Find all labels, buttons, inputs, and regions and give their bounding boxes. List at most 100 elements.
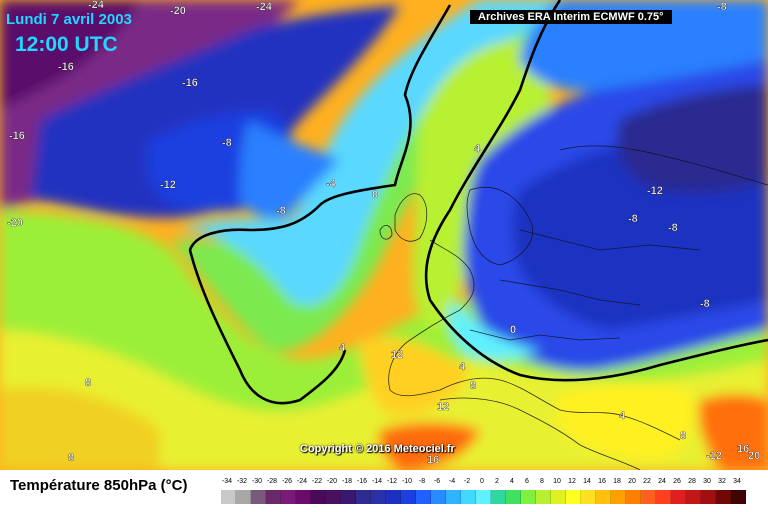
isotherm-label: -20 bbox=[170, 5, 186, 17]
isotherm-label: 4 bbox=[339, 342, 346, 354]
scale-tick-label: -6 bbox=[433, 478, 441, 485]
scale-tick-label: -10 bbox=[401, 478, 413, 485]
scale-tick-label: -28 bbox=[266, 478, 278, 485]
temperature-map: -24 -20 -24 -8 -16 -16 -16 -20 -8 -12 -4 0 4 -8 -12 -8 -… bbox=[0, 0, 768, 470]
copyright-text: Copyright © 2016 Meteociel.fr bbox=[300, 443, 455, 455]
scale-tick-label: 32 bbox=[718, 478, 726, 485]
scale-swatch bbox=[341, 490, 356, 504]
scale-tick-label: 6 bbox=[525, 478, 529, 485]
scale-swatch bbox=[491, 490, 506, 504]
scale-tick-label: -2 bbox=[463, 478, 471, 485]
scale-tick-label: -14 bbox=[371, 478, 383, 485]
scale-swatch bbox=[626, 490, 641, 504]
scale-swatch bbox=[461, 490, 476, 504]
isotherm-label: -8 bbox=[717, 1, 727, 13]
scale-swatch bbox=[671, 490, 686, 504]
scale-tick-label: -30 bbox=[251, 478, 263, 485]
isotherm-label: 16 bbox=[427, 454, 439, 466]
isotherm-label: -12 bbox=[647, 185, 663, 197]
scale-swatch bbox=[356, 490, 371, 504]
scale-tick-label: -8 bbox=[418, 478, 426, 485]
scale-swatch bbox=[281, 490, 296, 504]
scale-tick-label: 18 bbox=[613, 478, 621, 485]
scale-tick-label: -12 bbox=[386, 478, 398, 485]
isotherm-label: 4 bbox=[459, 361, 466, 373]
scale-tick-label: -32 bbox=[236, 478, 248, 485]
isotherm-label: -8 bbox=[276, 205, 286, 217]
scale-tick-label: -20 bbox=[326, 478, 338, 485]
scale-tick-label: 4 bbox=[510, 478, 514, 485]
temperature-field bbox=[0, 0, 768, 470]
isotherm-label: -16 bbox=[58, 61, 74, 73]
scale-swatch bbox=[266, 490, 281, 504]
scale-swatch bbox=[581, 490, 596, 504]
scale-swatch bbox=[326, 490, 341, 504]
scale-swatch bbox=[716, 490, 731, 504]
isotherm-label: -12 bbox=[160, 179, 176, 191]
map-time-title: 12:00 UTC bbox=[15, 33, 118, 56]
scale-swatch bbox=[296, 490, 311, 504]
scale-swatch bbox=[596, 490, 611, 504]
isotherm-label: -20 bbox=[7, 217, 23, 229]
isotherm-label: 12 bbox=[437, 401, 449, 413]
scale-tick-label: -24 bbox=[296, 478, 308, 485]
legend-title: Température 850hPa (°C) bbox=[10, 477, 188, 494]
scale-tick-label: 30 bbox=[703, 478, 711, 485]
isotherm-label: -8 bbox=[222, 137, 232, 149]
isotherm-label: -8 bbox=[668, 222, 678, 234]
isotherm-label: 16 bbox=[737, 443, 749, 455]
scale-tick-label: 12 bbox=[568, 478, 576, 485]
scale-swatch bbox=[536, 490, 551, 504]
scale-swatch bbox=[221, 490, 236, 504]
isotherm-label: 20 bbox=[748, 450, 760, 462]
scale-tick-label: 26 bbox=[673, 478, 681, 485]
scale-tick-label: 24 bbox=[658, 478, 666, 485]
scale-tick-label: 0 bbox=[480, 478, 484, 485]
scale-swatch bbox=[236, 490, 251, 504]
isotherm-label: -8 bbox=[628, 213, 638, 225]
scale-tick-label: 10 bbox=[553, 478, 561, 485]
isotherm-label: 8 bbox=[680, 430, 686, 442]
scale-tick-label: 16 bbox=[598, 478, 606, 485]
isotherm-label: 4 bbox=[474, 143, 481, 155]
scale-tick-label: 34 bbox=[733, 478, 741, 485]
scale-swatch bbox=[431, 490, 446, 504]
scale-swatch bbox=[686, 490, 701, 504]
scale-tick-label: -4 bbox=[448, 478, 456, 485]
isotherm-label: 12 bbox=[391, 349, 403, 361]
zero-isotherm-line bbox=[188, 0, 768, 405]
scale-swatch bbox=[386, 490, 401, 504]
data-source-badge: Archives ERA Interim ECMWF 0.75° bbox=[470, 10, 672, 24]
scale-swatch bbox=[251, 490, 266, 504]
isotherm-label: 0 bbox=[510, 324, 516, 336]
color-scale-swatches bbox=[221, 490, 746, 504]
scale-tick-label: -18 bbox=[341, 478, 353, 485]
scale-tick-label: 20 bbox=[628, 478, 636, 485]
isotherm-label: -24 bbox=[256, 1, 273, 13]
scale-tick-label: 22 bbox=[643, 478, 651, 485]
scale-swatch bbox=[656, 490, 671, 504]
isotherm-label: -8 bbox=[700, 298, 710, 310]
scale-swatch bbox=[401, 490, 416, 504]
scale-tick-label: -22 bbox=[311, 478, 323, 485]
scale-tick-label: -16 bbox=[356, 478, 368, 485]
isotherm-label: 4 bbox=[619, 410, 626, 422]
scale-tick-label: -26 bbox=[281, 478, 293, 485]
scale-tick-label: 28 bbox=[688, 478, 696, 485]
isotherm-label: -16 bbox=[182, 77, 198, 89]
scale-swatch bbox=[476, 490, 491, 504]
isotherm-label: -24 bbox=[88, 0, 105, 11]
map-date-title: Lundi 7 avril 2003 bbox=[6, 11, 132, 28]
isotherm-label: -16 bbox=[9, 130, 25, 142]
scale-swatch bbox=[416, 490, 431, 504]
scale-tick-label: 8 bbox=[540, 478, 544, 485]
scale-swatch bbox=[641, 490, 656, 504]
scale-swatch bbox=[506, 490, 521, 504]
scale-swatch bbox=[446, 490, 461, 504]
scale-swatch bbox=[371, 490, 386, 504]
scale-tick-label: 14 bbox=[583, 478, 591, 485]
scale-swatch bbox=[611, 490, 626, 504]
isotherm-label: 8 bbox=[85, 377, 91, 389]
isotherm-label: 8 bbox=[470, 380, 476, 392]
